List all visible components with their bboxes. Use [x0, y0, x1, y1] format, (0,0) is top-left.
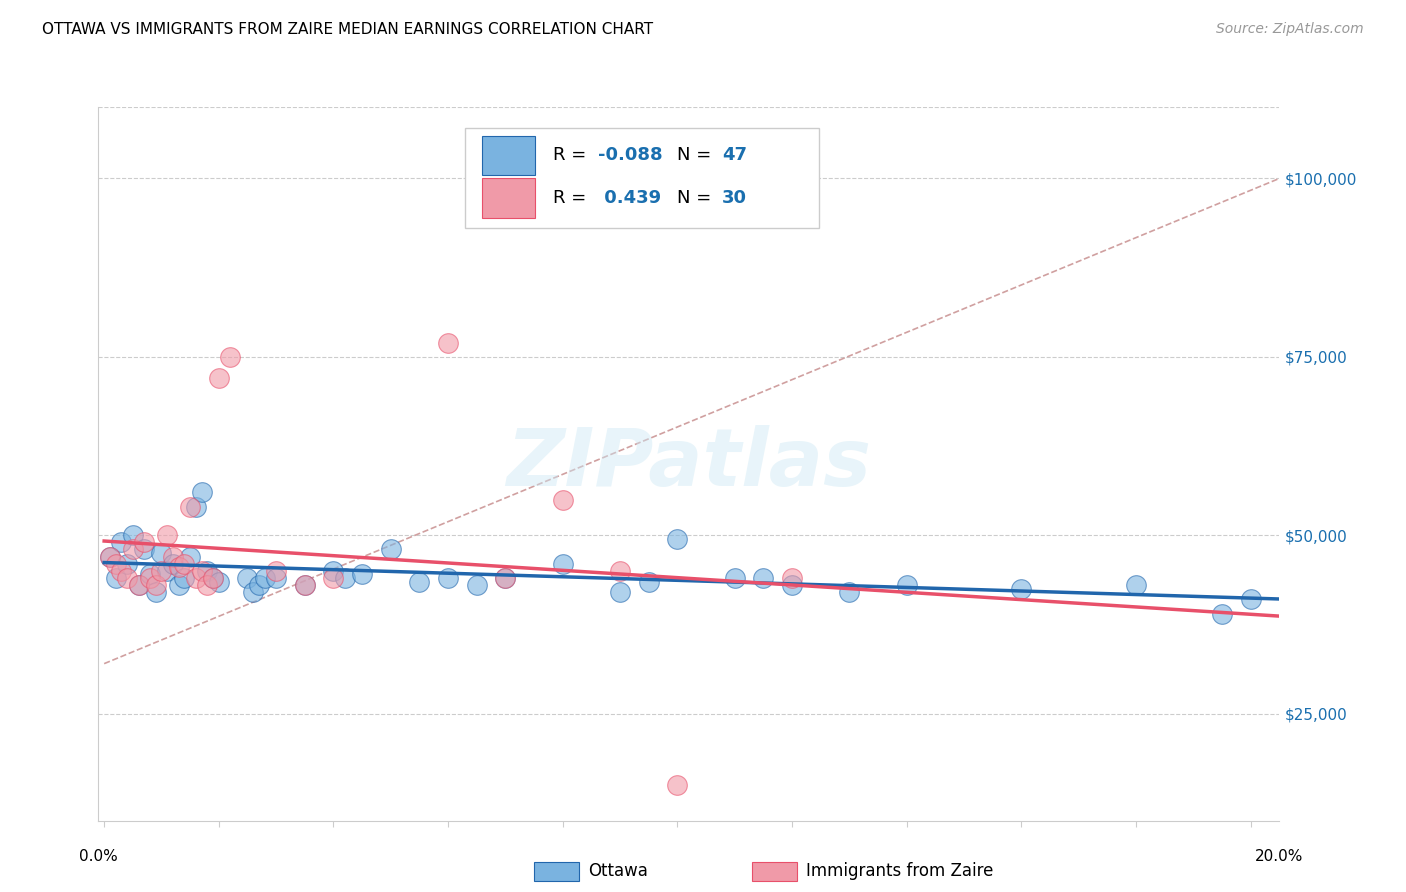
Point	[134, 542, 156, 557]
Text: ZIPatlas: ZIPatlas	[506, 425, 872, 503]
Point	[162, 557, 184, 571]
Text: 0.0%: 0.0%	[79, 849, 118, 864]
Point	[752, 571, 775, 585]
Point	[128, 578, 150, 592]
Point	[115, 557, 138, 571]
Point	[190, 564, 212, 578]
Point	[110, 564, 132, 578]
Text: 20.0%: 20.0%	[1256, 849, 1303, 864]
Point	[1125, 578, 1147, 592]
Point	[495, 571, 517, 585]
Point	[551, 492, 574, 507]
Point	[121, 528, 143, 542]
Point	[838, 585, 860, 599]
Point	[98, 549, 121, 564]
Point	[495, 571, 517, 585]
Point	[236, 571, 259, 585]
Point	[208, 574, 231, 589]
Point	[115, 571, 138, 585]
Point	[380, 542, 402, 557]
Text: N =: N =	[678, 189, 717, 207]
Point	[173, 557, 195, 571]
Text: -0.088: -0.088	[598, 146, 662, 164]
Point	[1211, 607, 1233, 621]
Point	[195, 578, 218, 592]
Point	[724, 571, 747, 585]
Point	[408, 574, 430, 589]
Text: 30: 30	[723, 189, 747, 207]
Point	[128, 578, 150, 592]
Point	[780, 571, 803, 585]
Text: R =: R =	[553, 189, 592, 207]
Point	[190, 485, 212, 500]
Point	[264, 564, 287, 578]
Point	[150, 546, 173, 560]
Point	[294, 578, 316, 592]
Point	[322, 571, 344, 585]
Point	[167, 578, 190, 592]
Point	[156, 564, 179, 578]
Point	[437, 571, 460, 585]
Point	[104, 571, 127, 585]
Point	[195, 564, 218, 578]
Point	[465, 578, 488, 592]
Point	[208, 371, 231, 385]
Point	[666, 532, 689, 546]
Point	[666, 778, 689, 792]
Point	[551, 557, 574, 571]
Text: Source: ZipAtlas.com: Source: ZipAtlas.com	[1216, 22, 1364, 37]
Text: 47: 47	[723, 146, 747, 164]
Point	[1240, 592, 1263, 607]
Point	[247, 578, 270, 592]
Text: Immigrants from Zaire: Immigrants from Zaire	[806, 863, 993, 880]
Point	[264, 571, 287, 585]
Point	[202, 571, 225, 585]
Point	[121, 542, 143, 557]
Point	[609, 585, 631, 599]
Point	[333, 571, 356, 585]
Text: N =: N =	[678, 146, 717, 164]
Point	[184, 500, 207, 514]
Text: R =: R =	[553, 146, 592, 164]
Point	[167, 560, 190, 574]
Point	[98, 549, 121, 564]
Point	[896, 578, 918, 592]
Point	[179, 549, 201, 564]
Point	[145, 578, 167, 592]
Point	[322, 564, 344, 578]
Text: Ottawa: Ottawa	[588, 863, 648, 880]
Point	[139, 571, 162, 585]
Point	[1011, 582, 1033, 596]
Point	[134, 535, 156, 549]
FancyBboxPatch shape	[482, 136, 536, 175]
FancyBboxPatch shape	[464, 128, 818, 228]
Text: OTTAWA VS IMMIGRANTS FROM ZAIRE MEDIAN EARNINGS CORRELATION CHART: OTTAWA VS IMMIGRANTS FROM ZAIRE MEDIAN E…	[42, 22, 654, 37]
Point	[110, 535, 132, 549]
Point	[637, 574, 659, 589]
Point	[173, 571, 195, 585]
Point	[294, 578, 316, 592]
Point	[253, 571, 276, 585]
Point	[145, 585, 167, 599]
Point	[780, 578, 803, 592]
Point	[609, 564, 631, 578]
Point	[437, 335, 460, 350]
Text: 0.439: 0.439	[598, 189, 661, 207]
Point	[150, 564, 173, 578]
Point	[104, 557, 127, 571]
Point	[242, 585, 264, 599]
Point	[162, 549, 184, 564]
Point	[184, 571, 207, 585]
Point	[179, 500, 201, 514]
Point	[156, 528, 179, 542]
FancyBboxPatch shape	[482, 178, 536, 218]
Point	[202, 571, 225, 585]
Point	[352, 567, 374, 582]
Point	[219, 350, 242, 364]
Point	[139, 567, 162, 582]
